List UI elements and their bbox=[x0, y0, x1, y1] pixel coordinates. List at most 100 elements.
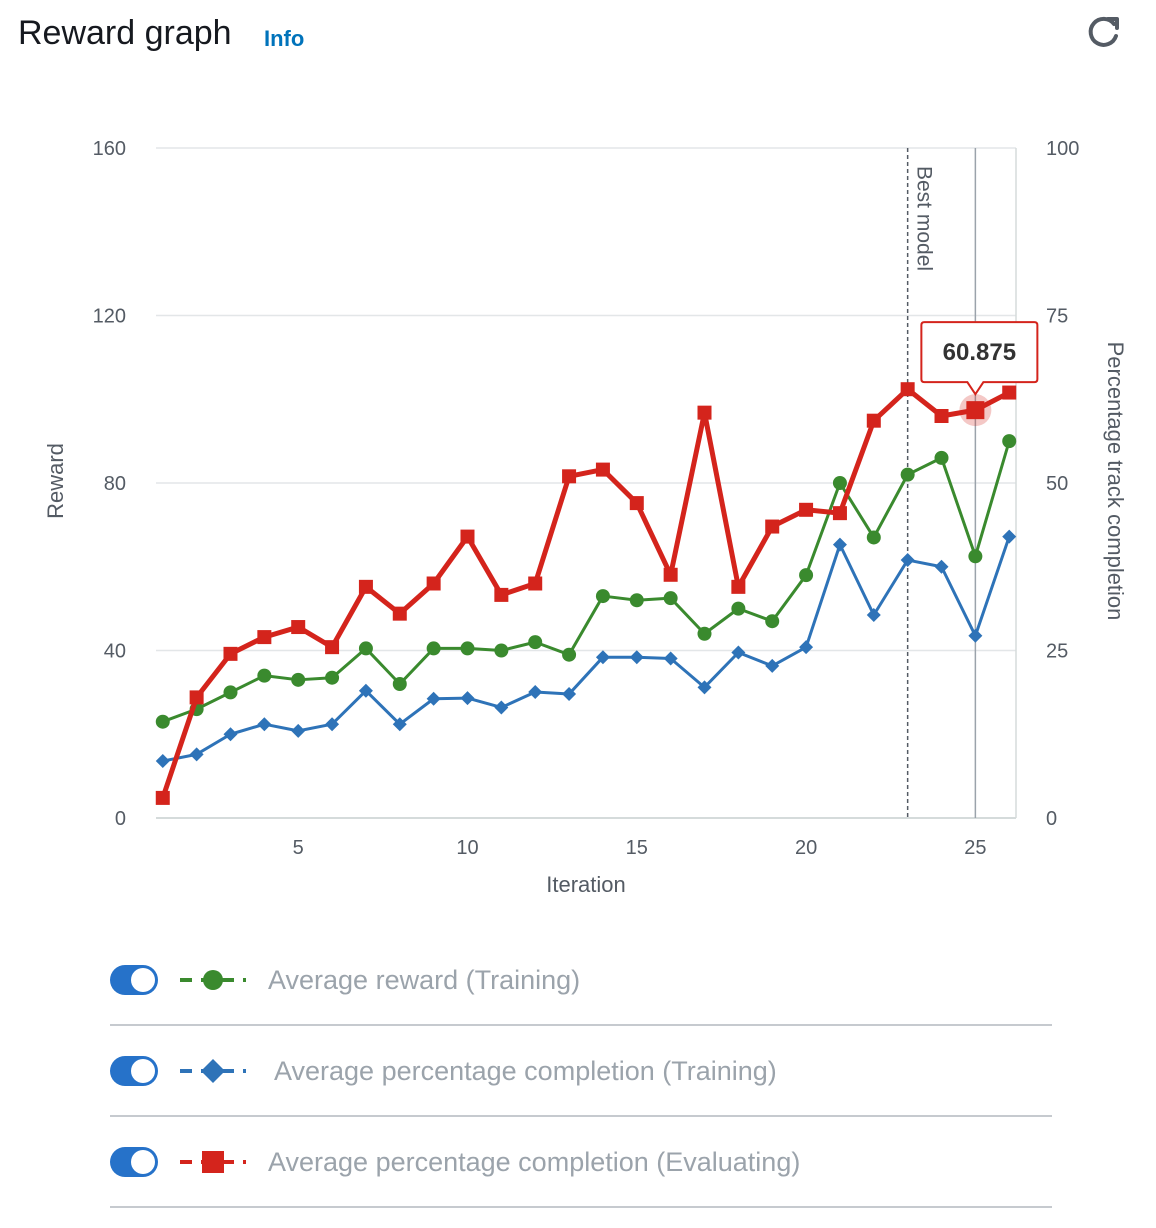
toggle-average-reward[interactable] bbox=[110, 965, 158, 995]
data-point bbox=[934, 409, 949, 423]
data-point bbox=[629, 650, 644, 665]
series-line bbox=[162, 536, 1011, 763]
data-point bbox=[595, 462, 610, 477]
toggle-knob bbox=[131, 968, 155, 992]
toggle-avg-completion-evaluating[interactable] bbox=[110, 1147, 158, 1177]
data-point bbox=[528, 685, 543, 700]
data-point bbox=[562, 687, 577, 702]
x-tick-label: 25 bbox=[964, 837, 986, 859]
legend-item-avg-completion-training: Average percentage completion (Training) bbox=[110, 1026, 1052, 1117]
data-point bbox=[934, 450, 949, 465]
data-point bbox=[663, 591, 678, 606]
refresh-icon[interactable] bbox=[1080, 10, 1126, 56]
left-tick-label: 40 bbox=[104, 641, 126, 663]
data-point bbox=[866, 607, 881, 622]
data-point bbox=[562, 647, 577, 662]
right-axis-ticks: 0 25 50 75 100 bbox=[1046, 138, 1079, 830]
data-point bbox=[832, 537, 847, 552]
blue-diamond-marker-icon bbox=[180, 1059, 246, 1083]
data-point bbox=[325, 717, 340, 732]
right-tick-label: 25 bbox=[1046, 641, 1068, 663]
legend-item-avg-completion-evaluating: Average percentage completion (Evaluatin… bbox=[110, 1117, 1052, 1208]
info-link[interactable]: Info bbox=[264, 26, 305, 51]
data-point bbox=[291, 620, 306, 635]
data-point bbox=[900, 467, 915, 482]
data-point bbox=[155, 790, 170, 805]
toggle-avg-completion-training[interactable] bbox=[110, 1056, 158, 1086]
data-point bbox=[663, 651, 678, 666]
data-point bbox=[426, 641, 441, 656]
data-point bbox=[325, 670, 340, 685]
data-point bbox=[629, 496, 644, 511]
tooltip-value: 60.875 bbox=[943, 339, 1016, 366]
tooltip: 60.875 bbox=[920, 321, 1039, 396]
data-point bbox=[358, 683, 373, 698]
x-tick-label: 5 bbox=[293, 837, 304, 859]
data-point bbox=[866, 530, 881, 545]
data-point bbox=[629, 593, 644, 608]
data-point bbox=[731, 579, 746, 594]
data-point bbox=[460, 641, 475, 656]
data-point bbox=[325, 640, 340, 655]
data-point bbox=[731, 601, 746, 616]
data-point bbox=[866, 413, 881, 428]
series-line bbox=[160, 386, 1011, 799]
reward-chart: 5 10 15 20 25 0 40 80 120 160 0 25 50 75 100 Iterati… bbox=[43, 138, 1128, 897]
legend-label: Average reward (Training) bbox=[268, 965, 581, 995]
right-tick-label: 100 bbox=[1046, 138, 1079, 160]
toggle-knob bbox=[131, 1150, 155, 1174]
x-axis-label: Iteration bbox=[546, 872, 626, 897]
data-point bbox=[663, 567, 678, 582]
data-point bbox=[257, 630, 272, 645]
left-tick-label: 160 bbox=[93, 138, 126, 160]
data-point bbox=[832, 476, 847, 490]
data-point bbox=[494, 587, 509, 602]
right-tick-label: 50 bbox=[1046, 473, 1068, 495]
data-point bbox=[799, 640, 814, 655]
data-point bbox=[799, 502, 814, 517]
page-title: Reward graph bbox=[18, 14, 232, 52]
data-point bbox=[765, 658, 780, 673]
data-point bbox=[968, 549, 983, 564]
chart-grid bbox=[156, 147, 1017, 819]
data-point bbox=[528, 576, 543, 591]
left-tick-label: 0 bbox=[115, 808, 126, 830]
data-point bbox=[223, 685, 238, 700]
data-point bbox=[257, 717, 272, 732]
series-diamond bbox=[155, 529, 1017, 769]
data-point bbox=[460, 529, 475, 544]
data-point bbox=[358, 641, 373, 656]
series-circle bbox=[155, 434, 1017, 729]
header: Reward graph Info bbox=[18, 10, 1126, 60]
x-tick-label: 20 bbox=[795, 837, 817, 859]
data-point-hovered bbox=[966, 401, 985, 420]
series-layer bbox=[155, 382, 1017, 805]
data-point bbox=[697, 626, 712, 641]
best-model-label: Best model bbox=[913, 166, 936, 271]
legend-label: Average percentage completion (Training) bbox=[274, 1056, 777, 1086]
left-axis-label: Reward bbox=[43, 443, 68, 519]
data-point bbox=[223, 727, 238, 742]
x-tick-label: 10 bbox=[456, 837, 478, 859]
data-point bbox=[731, 645, 746, 660]
data-point bbox=[426, 576, 441, 591]
data-point bbox=[257, 668, 272, 683]
best-model-annotation: Best model bbox=[906, 148, 936, 818]
data-point bbox=[595, 650, 610, 665]
data-point bbox=[900, 553, 915, 568]
data-point bbox=[392, 717, 407, 732]
x-tick-label: 15 bbox=[626, 837, 648, 859]
right-axis-label: Percentage track completion bbox=[1103, 342, 1128, 621]
data-point bbox=[155, 754, 170, 769]
data-point bbox=[765, 519, 780, 534]
data-point bbox=[392, 677, 407, 691]
data-point bbox=[291, 672, 306, 687]
data-point bbox=[595, 589, 610, 604]
toggle-knob bbox=[131, 1059, 155, 1083]
data-point bbox=[155, 714, 170, 729]
data-point bbox=[291, 723, 306, 738]
series-square bbox=[155, 382, 1017, 805]
data-point bbox=[968, 628, 983, 643]
data-point bbox=[494, 643, 509, 658]
data-point bbox=[900, 382, 915, 397]
